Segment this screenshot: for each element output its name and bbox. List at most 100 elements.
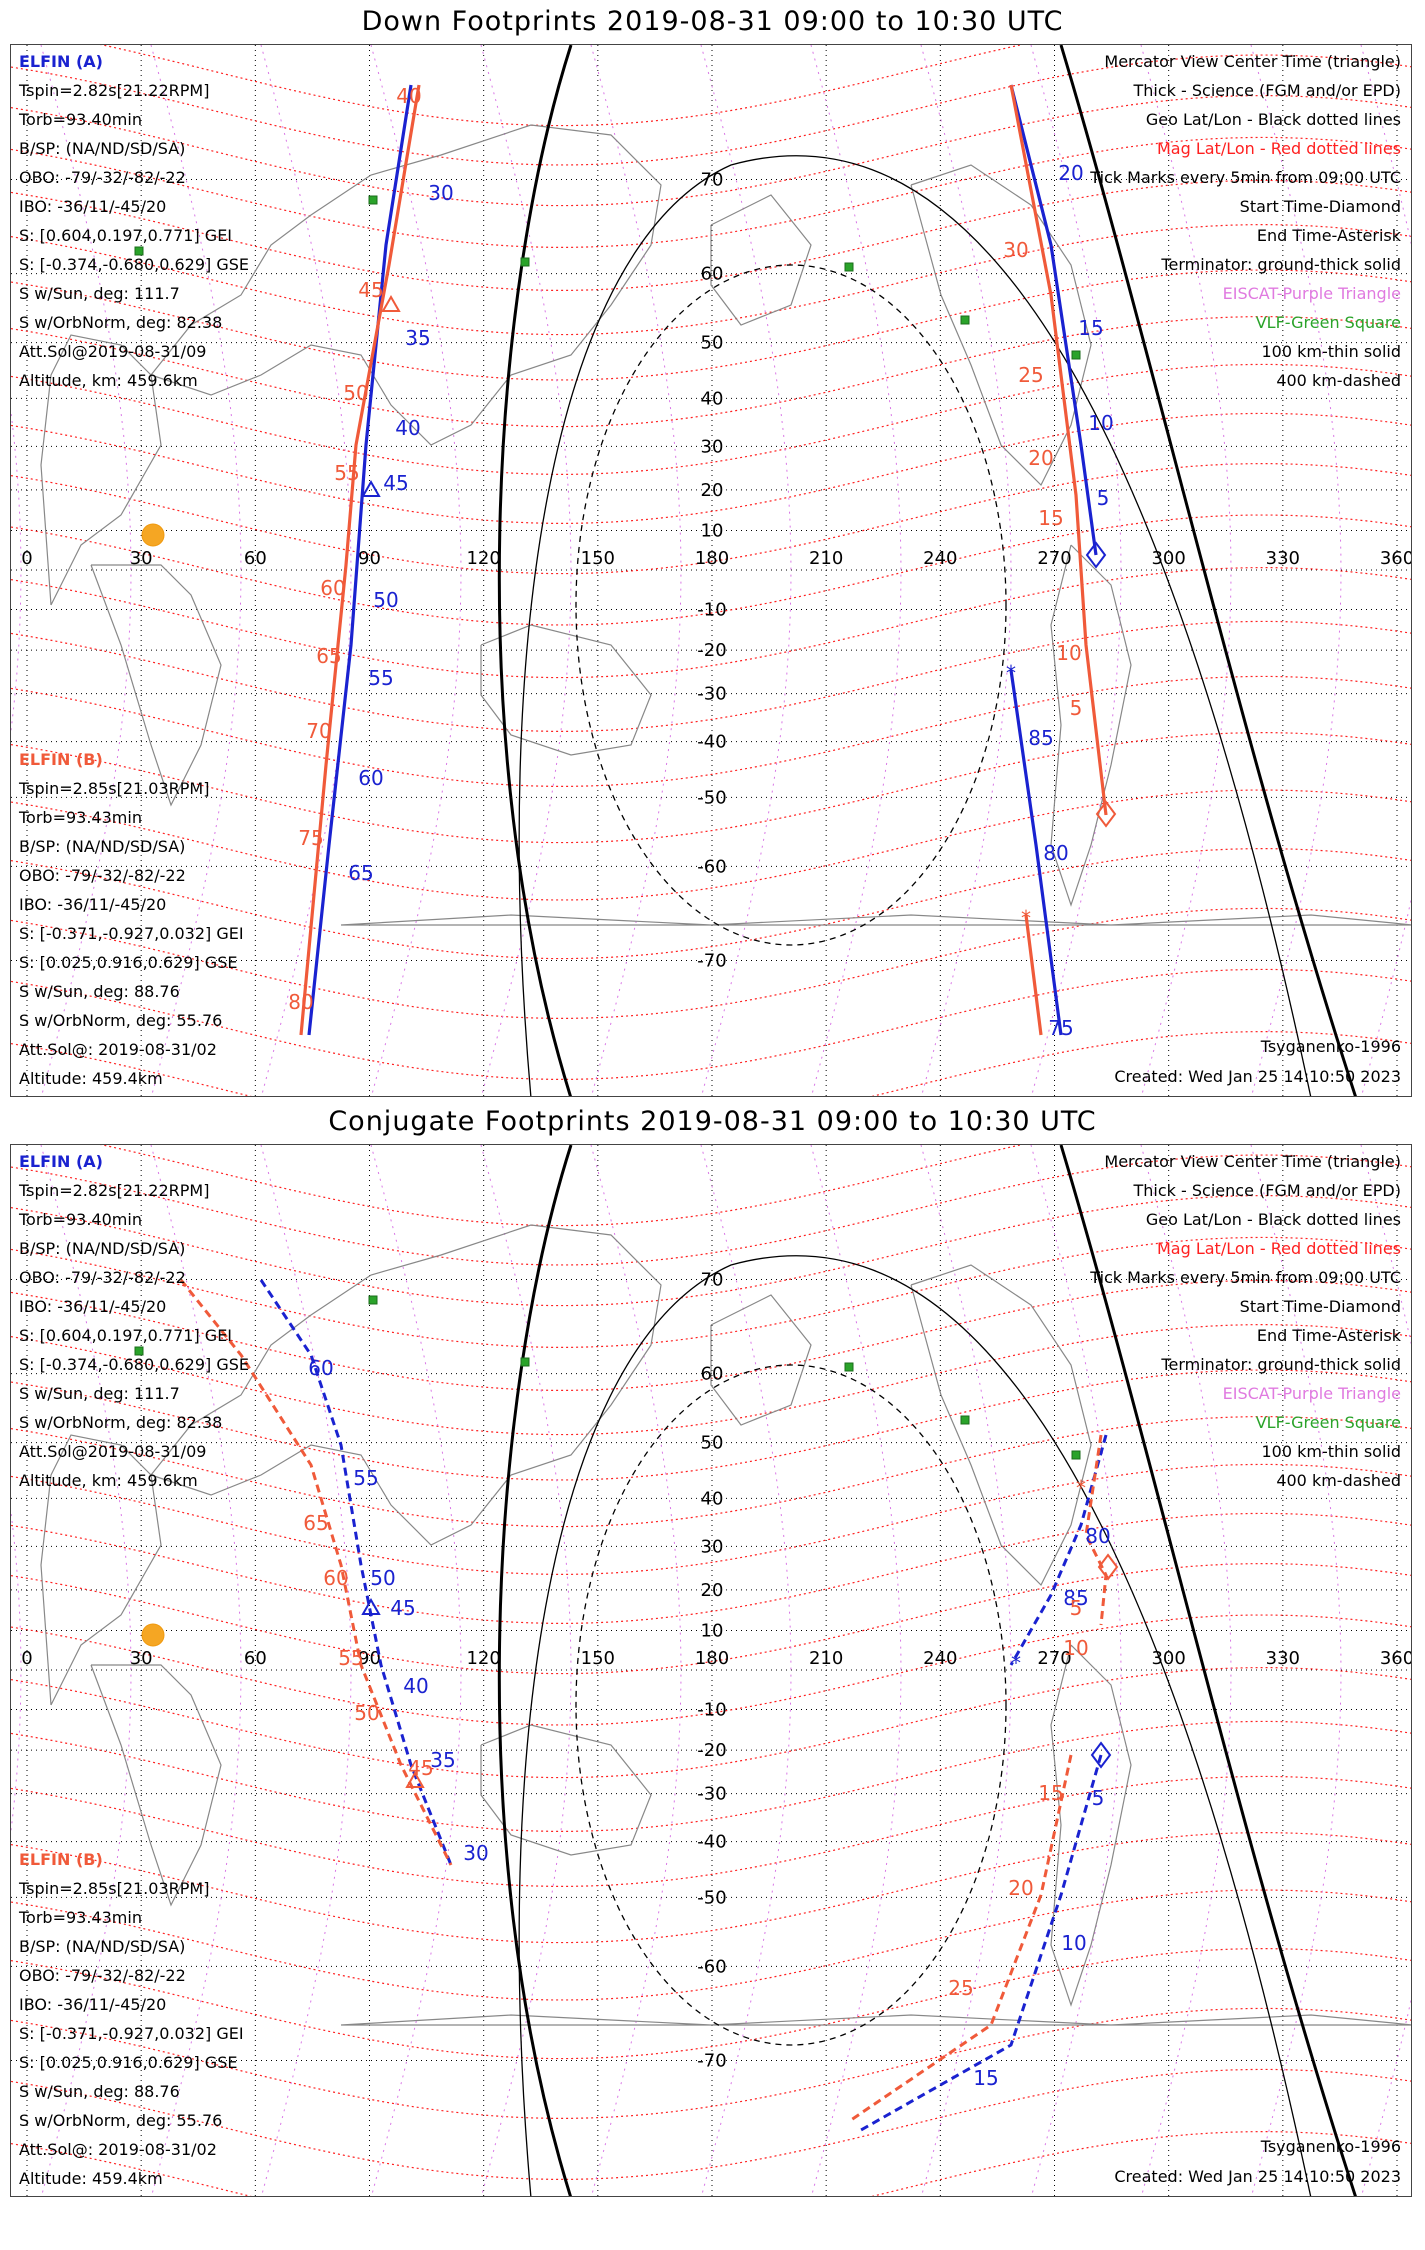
track-tick-label: 10 — [1088, 411, 1113, 435]
track-tick-label: 65 — [348, 861, 373, 885]
legend-item: EISCAT-Purple Triangle — [1222, 1384, 1401, 1403]
track-tick-label: 20 — [1058, 161, 1083, 185]
end-time-asterisk: * — [1006, 661, 1016, 685]
lat-tick-label: -40 — [697, 1832, 726, 1853]
legend-item: 100 km-thin solid — [1261, 342, 1401, 361]
info-line: Tspin=2.85s[21.03RPM] — [19, 1879, 210, 1898]
elfin-b-header: ELFIN (B) — [19, 1850, 103, 1869]
lat-tick-label: -60 — [697, 856, 726, 877]
lon-tick-label: 210 — [809, 548, 843, 569]
created-timestamp: Created: Wed Jan 25 14:10:50 2023 — [1114, 2167, 1401, 2186]
mag-lat-line — [11, 1667, 1411, 1779]
track-tick-label: 50 — [354, 1701, 379, 1725]
lon-tick-label: 120 — [466, 548, 500, 569]
vlf-station-marker — [368, 195, 378, 205]
track-tick-label: 55 — [353, 1466, 378, 1490]
down-footprints-map: 0 30 60 90 120 150 180 210 240 270 300 330 360 70 60 50… — [10, 44, 1412, 1097]
mag-lat-line — [11, 1775, 1411, 1887]
lon-tick-label: 240 — [923, 1648, 957, 1669]
lon-tick-label: 30 — [130, 548, 153, 569]
elfin-a-track — [259, 1279, 453, 1866]
mag-lat-line — [11, 907, 1411, 1019]
lat-tick-label: 70 — [701, 170, 724, 191]
info-line: OBO: -79/-32/-82/-22 — [19, 1268, 186, 1287]
mag-lat-line — [11, 1614, 1411, 1726]
center-time-triangle — [405, 1770, 425, 1788]
coastline — [910, 164, 1092, 487]
elfin-a-info: ELFIN (A) Tspin=2.82s[21.22RPM] Torb=93.4… — [19, 1147, 249, 1495]
lat-tick-label: -30 — [697, 684, 726, 705]
track-tick-label: 45 — [358, 278, 383, 302]
mag-lat-line — [11, 363, 1411, 475]
info-line: Att.Sol@: 2019-08-31/02 — [19, 2140, 217, 2159]
lon-tick-label: 360 — [1380, 1648, 1412, 1669]
track-tick-label: 45 — [383, 471, 408, 495]
legend-item: Mag Lat/Lon - Red dotted lines — [1156, 139, 1401, 158]
map-canvas: 0 30 60 90 120 150 180 210 240 270 300 330 360 70 60 50… — [11, 45, 1411, 1096]
mag-lon-line — [480, 45, 572, 1096]
legend-item: EISCAT-Purple Triangle — [1222, 284, 1401, 303]
lon-tick-label: 0 — [21, 548, 32, 569]
legend-item: 100 km-thin solid — [1261, 1442, 1401, 1461]
legend-item: 400 km-dashed — [1276, 1471, 1401, 1490]
coastline — [1050, 1644, 1132, 2007]
elfin-b-track — [1024, 914, 1043, 1036]
coastline — [150, 124, 662, 446]
end-time-asterisk: * — [1021, 906, 1031, 930]
elfin-a-track — [860, 1754, 1103, 2132]
mag-lat-line — [11, 224, 1411, 336]
mag-lat-line — [11, 848, 1411, 960]
info-line: Altitude, km: 459.6km — [19, 1471, 198, 1490]
legend-item: Mag Lat/Lon - Red dotted lines — [1156, 1239, 1401, 1258]
mag-lon-line — [370, 1145, 462, 2196]
lat-tick-label: -60 — [697, 1956, 726, 1977]
legend: Mercator View Center Time (triangle) Thic… — [1090, 47, 1401, 395]
vlf-station-marker — [1071, 1450, 1081, 1460]
track-tick-label: 60 — [358, 766, 383, 790]
lon-tick-label: 240 — [923, 548, 957, 569]
info-line: S: [-0.371,-0.927,0.032] GEI — [19, 2024, 244, 2043]
center-time-triangle — [361, 1597, 381, 1615]
track-tick-label: 60 — [323, 1566, 348, 1590]
track-tick-label: 40 — [395, 416, 420, 440]
track-tick-label: 50 — [370, 1566, 395, 1590]
elfin-a-track — [307, 84, 413, 1036]
track-tick-label: 40 — [403, 1674, 428, 1698]
mag-lat-line — [11, 1948, 1411, 2060]
legend-item: Mercator View Center Time (triangle) — [1104, 52, 1401, 71]
info-line: S: [0.604,0.197,0.771] GEI — [19, 1326, 233, 1345]
track-tick-label: 5 — [1070, 1596, 1083, 1620]
elfin-a-header: ELFIN (A) — [19, 1152, 103, 1171]
start-time-diamond — [1095, 800, 1117, 828]
info-line: IBO: -36/11/-45/20 — [19, 895, 167, 914]
lat-tick-label: 30 — [701, 1536, 724, 1557]
track-tick-label: 25 — [948, 1976, 973, 2000]
lat-tick-label: 60 — [701, 1364, 724, 1385]
terminator-ground — [497, 45, 573, 1096]
track-tick-label: 30 — [463, 1841, 488, 1865]
track-tick-label: 10 — [1063, 1636, 1088, 1660]
info-line: B/SP: (NA/ND/SD/SA) — [19, 139, 186, 158]
lon-tick-label: 330 — [1266, 1648, 1300, 1669]
lon-tick-label: 90 — [358, 548, 381, 569]
elfin-b-info: ELFIN (B) Tspin=2.85s[21.03RPM] Torb=93.4… — [19, 1845, 244, 2193]
mag-lat-line — [11, 789, 1411, 901]
mag-lat-line — [11, 1154, 1411, 1266]
track-tick-label: 60 — [320, 576, 345, 600]
mag-lat-line — [11, 316, 1411, 428]
mag-lat-line — [11, 1720, 1411, 1832]
terminator-100km — [518, 1255, 1312, 2196]
track-tick-label: 65 — [316, 644, 341, 668]
lat-tick-label: 20 — [701, 480, 724, 501]
info-line: Torb=93.43min — [19, 1908, 142, 1927]
track-tick-label: 35 — [430, 1748, 455, 1772]
elfin-b-track — [1009, 84, 1108, 816]
track-tick-label: 45 — [390, 1596, 415, 1620]
info-line: B/SP: (NA/ND/SD/SA) — [19, 1239, 186, 1258]
vlf-station-marker — [844, 262, 854, 272]
legend-item: Mercator View Center Time (triangle) — [1104, 1152, 1401, 1171]
track-tick-label: 80 — [288, 990, 313, 1014]
track-tick-label: 50 — [373, 588, 398, 612]
info-line: S w/OrbNorm, deg: 55.76 — [19, 2111, 223, 2130]
lat-tick-label: -50 — [697, 1887, 726, 1908]
